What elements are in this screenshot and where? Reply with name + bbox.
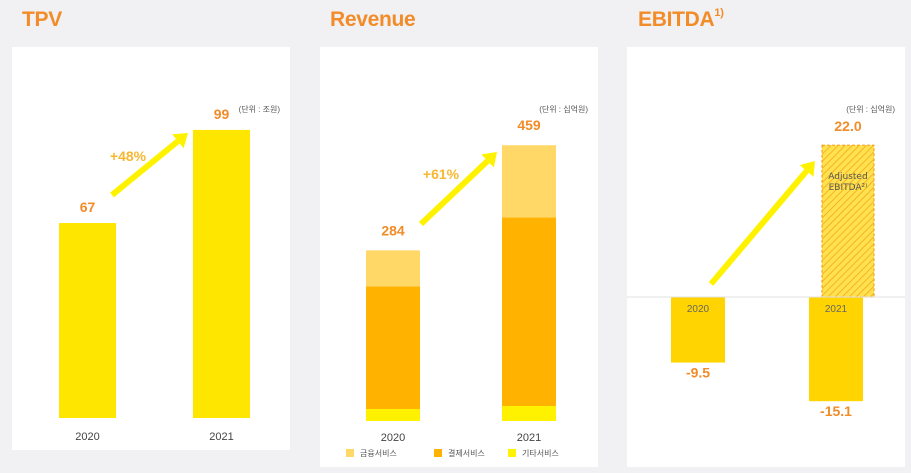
tpv-bar-2020 (59, 223, 116, 418)
tpv-category-label-2020: 2020 (75, 431, 99, 443)
ebitda-category-label-2021: 2021 (825, 304, 848, 315)
tpv-growth-arrow-shaft (110, 138, 180, 198)
revenue-legend-label-결제서비스: 결제서비스 (448, 448, 485, 458)
ebitda-value-label-2020: -9.5 (686, 365, 710, 381)
revenue-total-label-2020: 284 (381, 222, 405, 238)
ebitda-category-label-2020: 2020 (687, 304, 710, 315)
revenue-legend-swatch-금융서비스 (346, 449, 354, 457)
revenue-segment-금융서비스-2020 (366, 250, 420, 287)
tpv-title: TPV (22, 8, 62, 31)
tpv-bar-2021 (193, 129, 250, 418)
revenue-legend-swatch-기타서비스 (508, 449, 516, 457)
ebitda-adjusted-label-line2: EBITDA²⁾ (829, 183, 868, 193)
tpv-category-label-2021: 2021 (209, 431, 233, 443)
revenue-segment-결제서비스-2020 (366, 286, 420, 409)
tpv-value-label-2021: 99 (214, 106, 230, 122)
ebitda-title: EBITDA1) (638, 7, 724, 32)
ebitda-bar-2020 (671, 297, 725, 363)
revenue-title: Revenue (330, 8, 416, 31)
ebitda-unit-label: (단위 : 십억원) (846, 105, 895, 114)
revenue-segment-결제서비스-2021 (502, 217, 556, 406)
revenue-segment-기타서비스-2021 (502, 405, 556, 421)
tpv-unit-label: (단위 : 조원) (238, 105, 280, 114)
tpv-value-label-2020: 67 (80, 199, 96, 215)
revenue-unit-label: (단위 : 십억원) (539, 105, 588, 114)
ebitda-growth-arrow-head (799, 161, 815, 177)
ebitda-bar-2021 (809, 297, 863, 402)
revenue-total-label-2021: 459 (517, 117, 541, 133)
revenue-growth-arrow-shaft (418, 158, 490, 227)
revenue-category-label-2021: 2021 (517, 432, 541, 444)
ebitda-footnote-mark: 1) (714, 7, 724, 19)
revenue-legend-swatch-결제서비스 (434, 449, 442, 457)
revenue-segment-기타서비스-2020 (366, 408, 420, 421)
revenue-growth-label: +61% (423, 166, 460, 182)
revenue-segment-금융서비스-2021 (502, 145, 556, 218)
revenue-growth-arrow-head (481, 152, 497, 168)
ebitda-value-label-2021: -15.1 (820, 403, 852, 419)
revenue-legend-label-기타서비스: 기타서비스 (522, 449, 559, 458)
tpv-growth-arrow-head (172, 133, 188, 149)
ebitda-growth-arrow-shaft (708, 168, 809, 286)
ebitda-adjusted-label-line1: Adjusted (828, 172, 867, 182)
tpv-growth-label: +48% (110, 148, 147, 164)
ebitda-adjusted-value-label: 22.0 (834, 118, 861, 134)
revenue-category-label-2020: 2020 (381, 432, 405, 444)
ebitda-title-text: EBITDA (638, 8, 715, 31)
ebitda-adjusted-bar-2021 (821, 144, 875, 298)
revenue-legend-label-금융서비스: 금융서비스 (360, 449, 397, 458)
